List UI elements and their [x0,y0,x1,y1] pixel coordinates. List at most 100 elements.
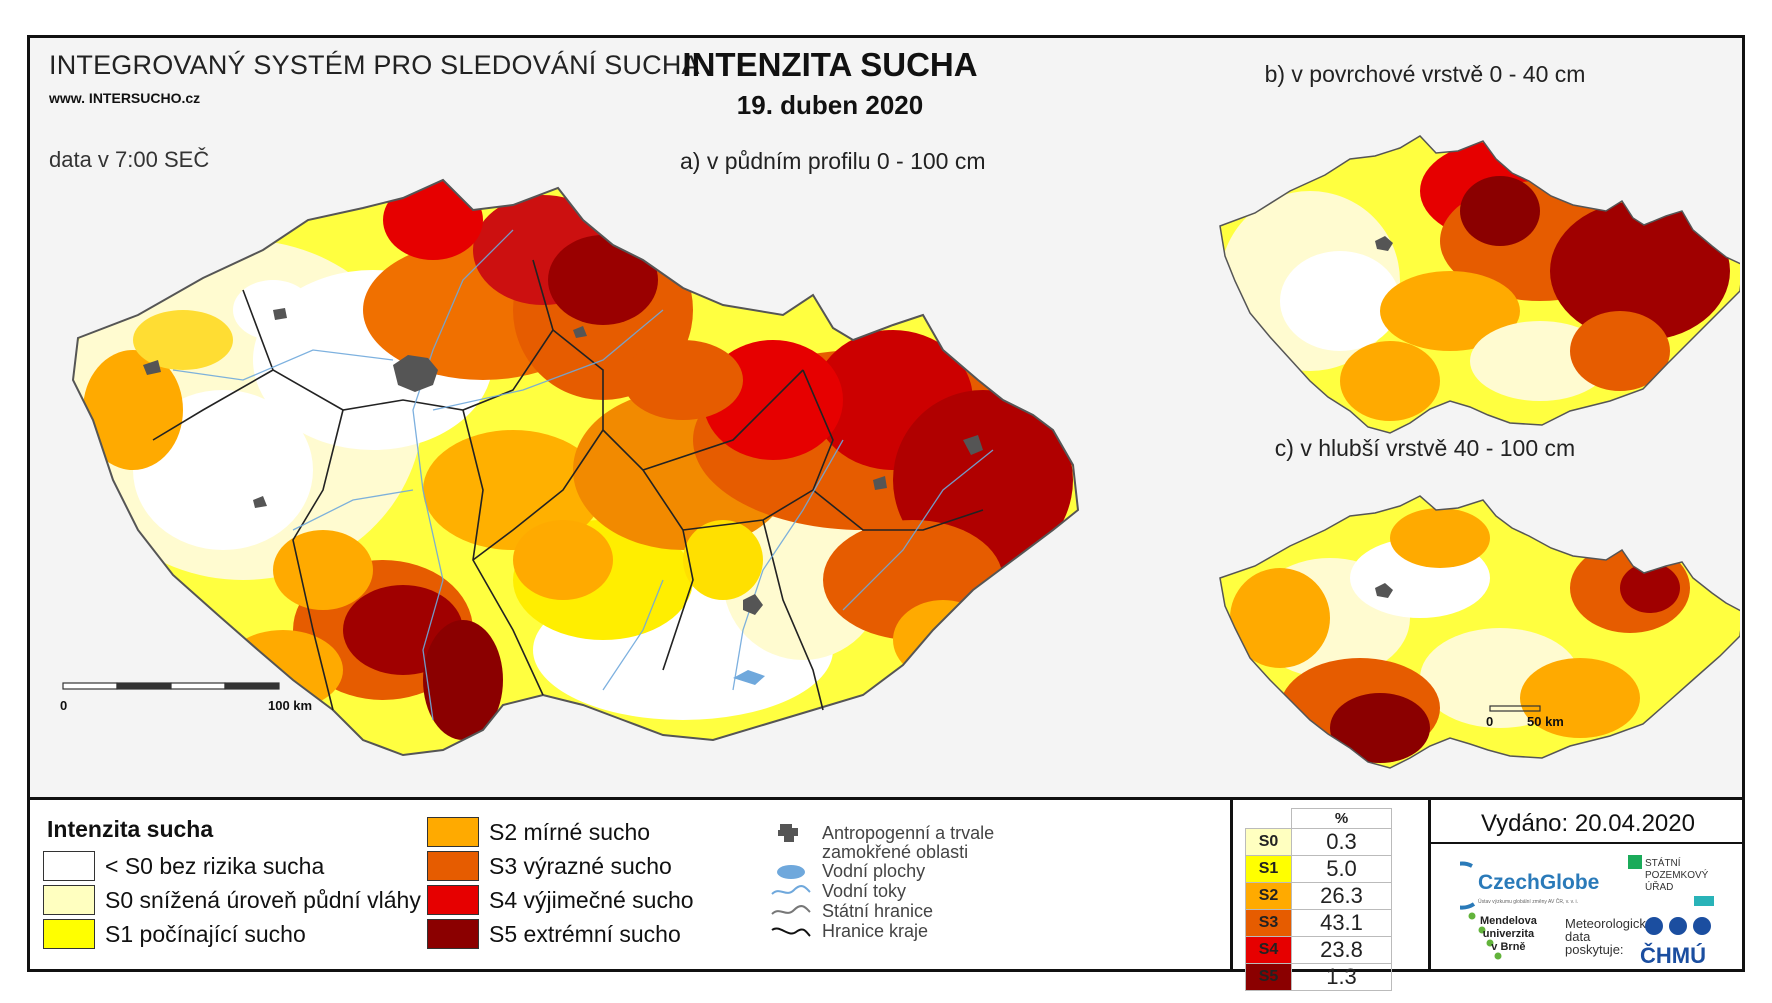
scale-end-label: 100 km [268,698,313,713]
stats-row: S2 26.3 [1245,882,1392,910]
spu-line: STÁTNÍ [1645,858,1681,869]
divider [1428,800,1431,972]
map-frame: INTEGROVANÝ SYSTÉM PRO SLEDOVÁNÍ SUCHA w… [27,35,1745,991]
legend-item-s0: S0 snížená úroveň půdní vláhy [43,883,421,917]
map-b-title: b) v povrchové vrstvě 0 - 40 cm [1264,61,1586,87]
divider [1230,800,1233,972]
map-c-title: c) v hlubší vrstvě 40 - 100 cm [1274,435,1576,461]
stats-value: 0.3 [1291,828,1392,856]
stats-value: 43.1 [1291,909,1392,937]
legend-item-s2: S2 mírné sucho [427,815,650,849]
symbol-urban-line2: zamokřené oblasti [822,842,968,863]
stats-row: S5 1.3 [1245,963,1392,991]
meteo-line: poskytuje: [1565,942,1624,957]
legend-label: S1 počínající sucho [105,920,306,947]
meteo-line: Meteorologická [1565,916,1654,931]
spu-line: POZEMKOVÝ [1645,870,1709,881]
state-border-icon [771,905,811,915]
legend-panel: Intenzita sucha < S0 bez rizika sucha S0… [30,797,1742,991]
czechglobe-subtext: Ústav výzkumu globální změny AV ČR, v. v… [1478,898,1578,905]
scale-bar-main [62,682,280,690]
legend-label: S0 snížená úroveň půdní vláhy [105,886,421,913]
stats-table: % S0 0.3 S1 5.0 S2 26.3 S3 43.1 S4 23.8 [1245,808,1392,991]
meteo-credit: Meteorologická data poskytuje: [1565,917,1653,956]
stats-code: S2 [1245,882,1292,910]
legend-title: Intenzita sucha [47,816,214,842]
swatch-s0 [43,885,95,915]
scale-small-start-label: 0 [1486,714,1494,729]
symbol-label: Antropogenní a trvale [822,822,995,843]
swatch-s1 [43,919,95,949]
stats-row: S3 43.1 [1245,909,1392,937]
stats-value: 26.3 [1291,882,1392,910]
symbol-river: Vodní toky [768,880,906,902]
symbol-region-border: Hranice kraje [768,920,928,942]
data-time-label: data v 7:00 SEČ [49,147,210,172]
region-border-icon [771,927,811,937]
stats-row: S0 0.3 [1245,828,1392,856]
drought-map-main [62,178,1080,757]
stats-row: S1 5.0 [1245,855,1392,883]
meteo-line: data [1565,929,1591,944]
scale-bar-small [1489,705,1541,712]
legend-label: < S0 bez rizika sucha [105,852,325,879]
stats-value: 23.8 [1291,936,1392,964]
symbol-state-border: Státní hranice [768,900,933,922]
system-title: INTEGROVANÝ SYSTÉM PRO SLEDOVÁNÍ SUCHA [49,50,700,80]
symbol-label: Hranice kraje [822,920,929,941]
symbol-urban: Antropogenní a trvale [768,822,994,844]
stats-row: S4 23.8 [1245,936,1392,964]
chmu-logo-text: ČHMÚ [1640,943,1706,968]
stats-code: S5 [1245,963,1292,991]
legend-item-s3: S3 výrazné sucho [427,849,672,883]
symbol-label: Státní hranice [822,900,934,921]
stats-header-blank [1246,809,1292,829]
scale-small-end-label: 50 km [1527,714,1564,729]
drought-map-deep [1219,495,1740,769]
water-body-icon [777,865,805,879]
river-icon [771,885,811,895]
czechglobe-logo: CzechGlobe Ústav výzkumu globální změny … [1460,861,1599,910]
urban-area-icon [778,824,798,842]
website-link[interactable]: www. INTERSUCHO.cz [49,90,201,106]
stats-header-row: % [1246,808,1392,829]
main-title: INTENZITA SUCHA [682,46,978,83]
stats-code: S4 [1245,936,1292,964]
legend-label: S4 výjimečné sucho [489,886,694,913]
legend-label: S5 extrémní sucho [489,920,681,947]
symbol-label: Vodní toky [822,880,907,901]
chmu-logo-icon [1645,917,1711,935]
stats-code: S1 [1245,855,1292,883]
scale-start-label: 0 [60,698,68,713]
stats-value: 1.3 [1291,963,1392,991]
spu-logo-icon [1628,855,1642,869]
mendel-logo-dots [1468,912,1502,960]
stats-value: 5.0 [1291,855,1392,883]
mendel-logo-text: Mendelova univerzita v Brně [1480,915,1537,954]
legend-item-s1: S1 počínající sucho [43,917,306,951]
czechglobe-text: CzechGlobe [1478,871,1599,894]
swatch-s4 [427,885,479,915]
symbol-label: Vodní plochy [822,860,926,881]
stats-header-percent: % [1291,808,1392,829]
swatch-none [43,851,95,881]
stats-code: S3 [1245,909,1292,937]
drought-map-surface [1219,135,1740,434]
swatch-s3 [427,851,479,881]
main-date: 19. duben 2020 [736,90,924,120]
swatch-s2 [427,817,479,847]
swatch-s5 [427,919,479,949]
mendel-line: univerzita [1482,928,1535,940]
stats-code: S0 [1245,828,1292,856]
legend-label: S3 výrazné sucho [489,852,672,879]
legend-item-s4: S4 výjimečné sucho [427,883,694,917]
symbol-water-body: Vodní plochy [768,860,925,882]
spu-logo-text: STÁTNÍ POZEMKOVÝ ÚŘAD [1645,858,1708,894]
legend-label: S2 mírné sucho [489,818,651,845]
map-a-title: a) v půdním profilu 0 - 100 cm [680,148,986,174]
spu-logo-accent [1694,896,1714,906]
symbol-label: zamokřené oblasti [822,842,969,862]
divider [1431,842,1742,844]
legend-item-none: < S0 bez rizika sucha [43,849,324,883]
mendel-line: v Brně [1491,941,1526,953]
